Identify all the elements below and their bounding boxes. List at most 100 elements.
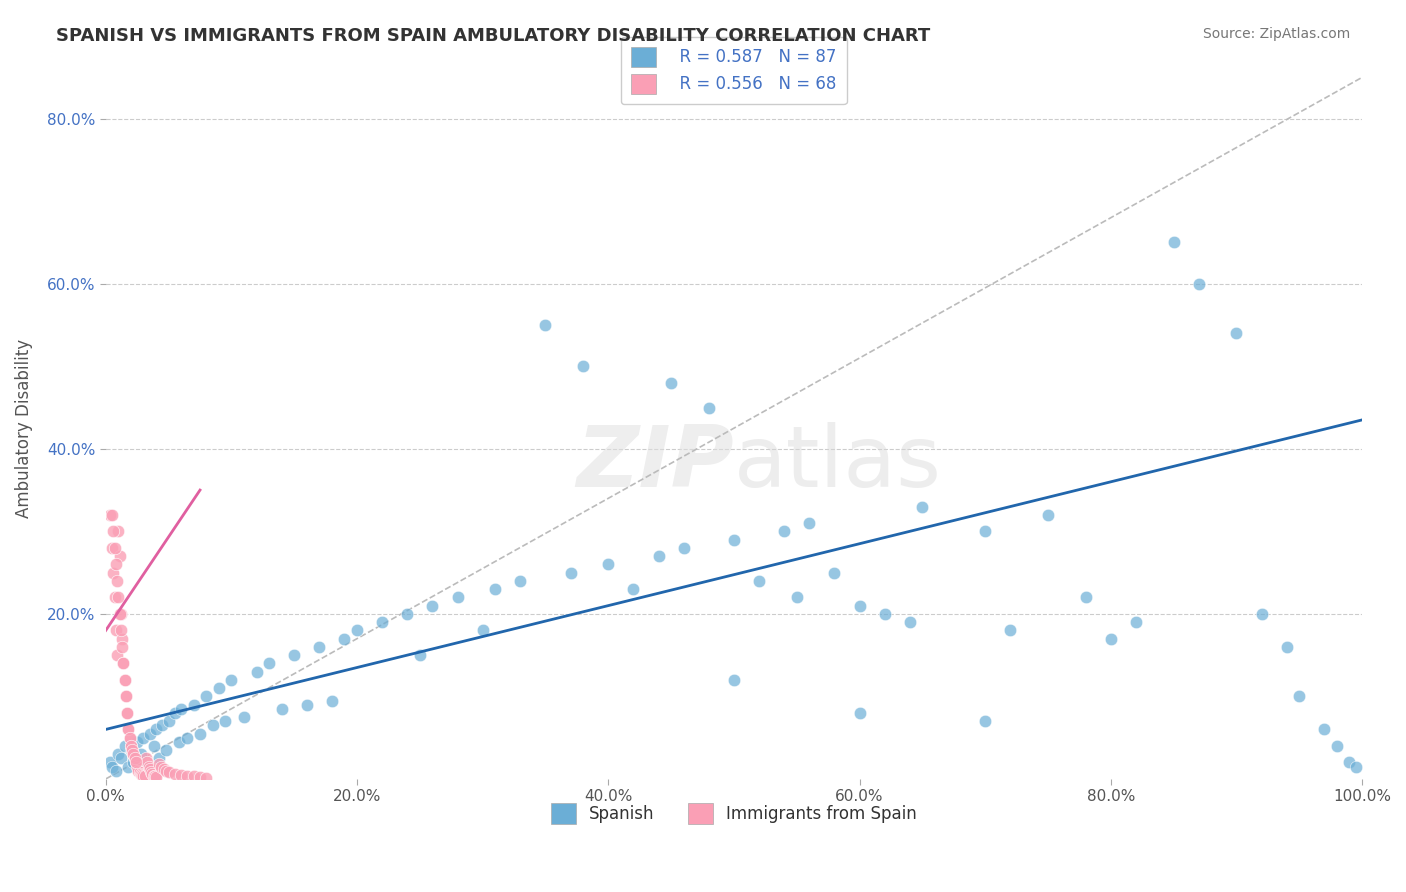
Point	[114, 673, 136, 687]
Point	[672, 541, 695, 555]
Point	[233, 710, 256, 724]
Point	[1099, 632, 1122, 646]
Point	[104, 624, 127, 638]
Point	[1344, 759, 1367, 773]
Point	[111, 640, 134, 654]
Point	[114, 739, 136, 753]
Point	[1000, 624, 1022, 638]
Point	[898, 615, 921, 629]
Point	[104, 558, 127, 572]
Point	[484, 582, 506, 596]
Point	[321, 693, 343, 707]
Point	[118, 731, 141, 745]
Text: ZIP: ZIP	[576, 422, 734, 505]
Text: SPANISH VS IMMIGRANTS FROM SPAIN AMBULATORY DISABILITY CORRELATION CHART: SPANISH VS IMMIGRANTS FROM SPAIN AMBULAT…	[56, 27, 931, 45]
Point	[786, 591, 808, 605]
Point	[104, 541, 127, 555]
Point	[128, 765, 150, 780]
Point	[873, 607, 896, 621]
Point	[371, 615, 394, 629]
Text: Source: ZipAtlas.com: Source: ZipAtlas.com	[1202, 27, 1350, 41]
Point	[848, 706, 870, 720]
Point	[98, 756, 121, 770]
Point	[135, 759, 157, 773]
Point	[107, 524, 129, 539]
Legend: Spanish, Immigrants from Spain: Spanish, Immigrants from Spain	[541, 793, 927, 834]
Point	[110, 607, 132, 621]
Point	[141, 767, 163, 781]
Point	[142, 739, 165, 753]
Point	[112, 657, 135, 671]
Point	[598, 558, 620, 572]
Point	[623, 582, 645, 596]
Point	[108, 549, 131, 563]
Point	[148, 751, 170, 765]
Point	[170, 702, 193, 716]
Point	[295, 698, 318, 712]
Point	[195, 690, 218, 704]
Point	[112, 657, 135, 671]
Point	[121, 743, 143, 757]
Point	[115, 690, 138, 704]
Point	[115, 706, 138, 720]
Point	[127, 759, 149, 773]
Point	[1163, 235, 1185, 250]
Point	[534, 318, 557, 332]
Point	[155, 764, 177, 778]
Point	[143, 769, 166, 783]
Point	[214, 714, 236, 728]
Point	[134, 769, 156, 783]
Point	[101, 508, 124, 522]
Point	[129, 767, 152, 781]
Point	[127, 735, 149, 749]
Point	[136, 756, 159, 770]
Point	[121, 743, 143, 757]
Point	[157, 765, 180, 780]
Point	[120, 739, 142, 753]
Point	[208, 681, 231, 695]
Point	[1275, 640, 1298, 654]
Point	[104, 764, 127, 778]
Point	[346, 624, 368, 638]
Y-axis label: Ambulatory Disability: Ambulatory Disability	[15, 339, 32, 517]
Point	[117, 759, 139, 773]
Point	[114, 673, 136, 687]
Point	[139, 762, 162, 776]
Point	[122, 747, 145, 761]
Point	[107, 591, 129, 605]
Point	[1074, 591, 1097, 605]
Point	[245, 665, 267, 679]
Point	[155, 743, 177, 757]
Point	[270, 702, 292, 716]
Point	[105, 574, 128, 588]
Point	[1288, 690, 1310, 704]
Point	[176, 769, 198, 783]
Point	[115, 690, 138, 704]
Point	[131, 768, 153, 782]
Point	[150, 718, 173, 732]
Point	[145, 770, 167, 784]
Point	[122, 747, 145, 761]
Point	[1188, 277, 1211, 291]
Point	[697, 401, 720, 415]
Point	[125, 756, 148, 770]
Point	[163, 767, 186, 781]
Point	[124, 751, 146, 765]
Point	[188, 770, 211, 784]
Point	[748, 574, 770, 588]
Point	[509, 574, 531, 588]
Point	[333, 632, 356, 646]
Point	[799, 516, 821, 530]
Point	[132, 769, 155, 783]
Point	[396, 607, 419, 621]
Point	[117, 723, 139, 737]
Point	[98, 508, 121, 522]
Text: atlas: atlas	[734, 422, 942, 505]
Point	[107, 747, 129, 761]
Point	[125, 756, 148, 770]
Point	[308, 640, 330, 654]
Point	[572, 359, 595, 374]
Point	[115, 706, 138, 720]
Point	[150, 759, 173, 773]
Point	[157, 714, 180, 728]
